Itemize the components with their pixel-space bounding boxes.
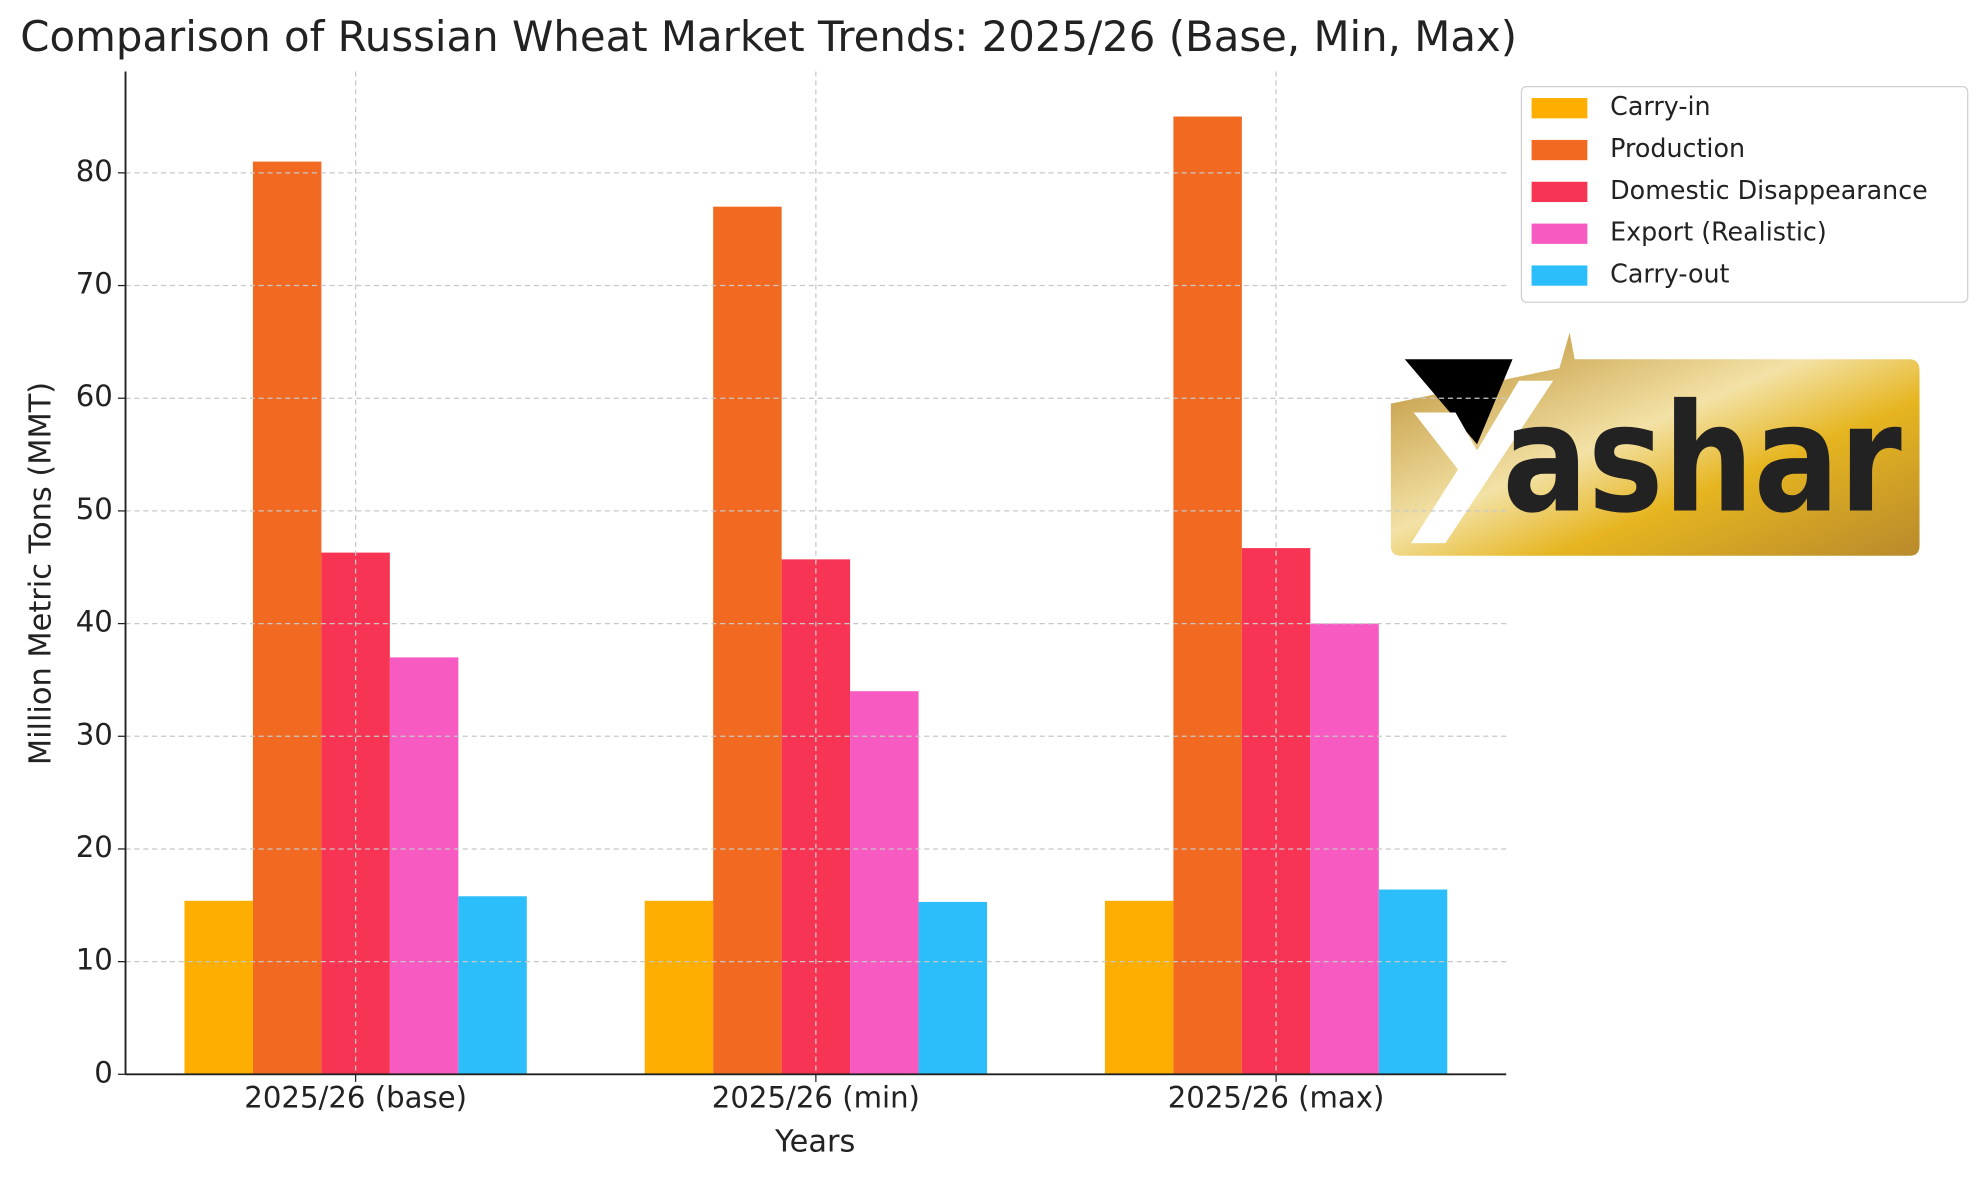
legend-swatch: [1531, 98, 1588, 119]
y-tick-label: 50: [76, 492, 113, 526]
y-tick-label: 20: [76, 830, 113, 864]
legend-label: Export (Realistic): [1610, 217, 1827, 247]
bar: [1378, 889, 1448, 1075]
bar: [1104, 900, 1174, 1075]
logo-text: ashar: [1502, 373, 1902, 547]
legend-swatch: [1531, 265, 1588, 286]
y-tick-label: 10: [76, 943, 113, 977]
bar: [713, 206, 782, 1075]
y-tick-label: 80: [76, 154, 113, 188]
legend-label: Production: [1610, 133, 1745, 163]
x-tick-label: 2025/26 (base): [244, 1081, 467, 1115]
y-tick-label: 30: [76, 717, 113, 751]
bar: [1173, 116, 1242, 1075]
logo: ashar: [1390, 332, 1920, 556]
bar: [389, 657, 459, 1075]
legend-box: [1520, 86, 1969, 303]
y-axis-label: Million Metric Tons (MMT): [23, 382, 58, 765]
logo-triangle: [1404, 359, 1513, 445]
bar: [252, 161, 322, 1075]
bar: [850, 691, 919, 1075]
legend-label: Carry-out: [1610, 259, 1729, 289]
x-axis-label: Years: [774, 1124, 855, 1159]
logo-y: [1411, 380, 1554, 544]
bar: [184, 900, 253, 1075]
x-tick-label: 2025/26 (max): [1168, 1081, 1385, 1115]
chart-title: Comparison of Russian Wheat Market Trend…: [20, 12, 1517, 61]
legend-label: Carry-in: [1610, 91, 1710, 121]
legend-swatch: [1531, 181, 1588, 203]
legend-swatch: [1531, 139, 1588, 161]
y-tick-label: 70: [76, 267, 113, 301]
bar: [918, 901, 988, 1075]
legend-swatch: [1531, 223, 1588, 244]
x-tick-label: 2025/26 (min): [712, 1081, 920, 1115]
bar: [644, 900, 714, 1075]
y-tick-label: 40: [76, 605, 113, 639]
y-tick-label: 0: [94, 1055, 113, 1089]
legend-label: Domestic Disappearance: [1610, 175, 1928, 205]
bar: [458, 896, 527, 1075]
y-tick-label: 60: [76, 379, 113, 413]
